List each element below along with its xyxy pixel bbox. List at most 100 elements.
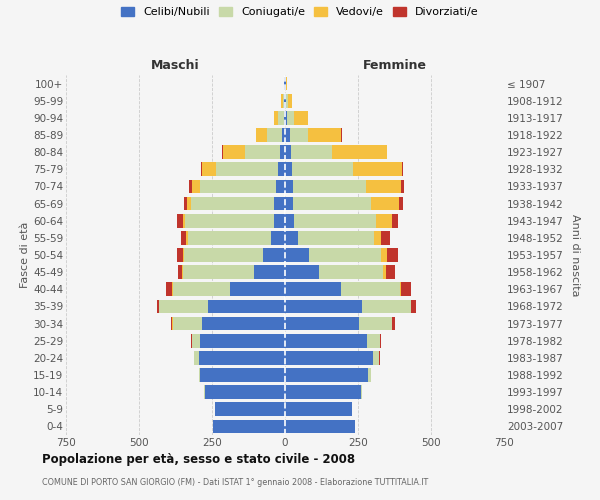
Bar	[285, 351, 373, 364]
Bar	[285, 94, 286, 108]
Bar	[199, 351, 285, 364]
Bar	[401, 282, 410, 296]
Bar	[200, 180, 275, 194]
Bar	[184, 248, 263, 262]
Bar	[285, 316, 359, 330]
Bar	[359, 316, 392, 330]
Bar	[173, 316, 202, 330]
Bar	[280, 146, 285, 159]
Bar	[256, 128, 268, 142]
Bar	[368, 368, 371, 382]
Bar	[217, 162, 278, 176]
Bar	[274, 214, 285, 228]
Bar	[285, 128, 290, 142]
Bar	[285, 386, 361, 399]
Bar	[214, 420, 285, 434]
Bar	[399, 196, 403, 210]
Bar	[182, 266, 183, 279]
Y-axis label: Anni di nascita: Anni di nascita	[570, 214, 580, 296]
Bar	[376, 214, 392, 228]
Bar	[365, 180, 401, 194]
Legend: Celibi/Nubili, Coniugati/e, Vedovi/e, Divorziati/e: Celibi/Nubili, Coniugati/e, Vedovi/e, Di…	[117, 2, 483, 22]
Text: Femmine: Femmine	[362, 58, 427, 71]
Y-axis label: Fasce di età: Fasce di età	[20, 222, 30, 288]
Bar	[230, 282, 285, 296]
Bar	[285, 111, 287, 124]
Bar	[292, 162, 353, 176]
Text: COMUNE DI PORTO SAN GIORGIO (FM) - Dati ISTAT 1° gennaio 2008 - Elaborazione TUT: COMUNE DI PORTO SAN GIORGIO (FM) - Dati …	[42, 478, 428, 487]
Bar	[183, 248, 184, 262]
Bar	[288, 94, 292, 108]
Bar	[284, 111, 285, 124]
Bar	[176, 248, 183, 262]
Bar	[182, 214, 185, 228]
Bar	[386, 266, 395, 279]
Bar	[268, 128, 282, 142]
Bar	[285, 162, 292, 176]
Bar	[285, 420, 355, 434]
Bar	[282, 128, 285, 142]
Bar	[292, 146, 332, 159]
Bar	[285, 231, 298, 244]
Bar	[285, 334, 367, 347]
Bar	[353, 162, 402, 176]
Bar	[189, 180, 191, 194]
Bar	[285, 282, 341, 296]
Bar	[202, 162, 217, 176]
Bar	[286, 94, 288, 108]
Bar	[202, 316, 285, 330]
Bar	[278, 111, 284, 124]
Bar	[184, 196, 187, 210]
Bar	[286, 76, 287, 90]
Bar	[166, 282, 172, 296]
Bar	[285, 180, 293, 194]
Bar	[287, 111, 294, 124]
Bar	[309, 248, 382, 262]
Bar	[263, 248, 285, 262]
Bar	[215, 402, 285, 416]
Bar	[308, 128, 341, 142]
Bar	[341, 282, 400, 296]
Bar	[392, 316, 395, 330]
Bar	[191, 180, 200, 194]
Bar	[290, 128, 308, 142]
Bar	[285, 300, 362, 314]
Bar	[187, 196, 191, 210]
Bar	[200, 334, 285, 347]
Bar	[283, 94, 284, 108]
Bar	[285, 248, 309, 262]
Bar	[278, 162, 285, 176]
Bar	[401, 180, 404, 194]
Bar	[200, 368, 285, 382]
Bar	[187, 231, 188, 244]
Text: Maschi: Maschi	[151, 58, 200, 71]
Bar	[400, 282, 401, 296]
Bar	[293, 196, 371, 210]
Bar	[383, 266, 386, 279]
Bar	[382, 231, 389, 244]
Bar	[200, 162, 202, 176]
Bar	[188, 231, 271, 244]
Bar	[332, 146, 386, 159]
Bar	[205, 386, 285, 399]
Bar	[386, 248, 398, 262]
Bar	[371, 196, 399, 210]
Bar	[411, 300, 416, 314]
Bar	[392, 214, 398, 228]
Bar	[367, 334, 380, 347]
Bar	[285, 402, 352, 416]
Bar	[199, 368, 200, 382]
Bar	[382, 248, 386, 262]
Bar	[254, 266, 285, 279]
Bar	[285, 196, 293, 210]
Bar	[319, 266, 383, 279]
Bar	[281, 94, 283, 108]
Bar	[294, 111, 308, 124]
Bar	[298, 231, 374, 244]
Bar	[380, 334, 382, 347]
Bar	[271, 231, 285, 244]
Bar	[181, 231, 187, 244]
Bar	[208, 300, 285, 314]
Bar	[191, 196, 274, 210]
Bar	[245, 146, 280, 159]
